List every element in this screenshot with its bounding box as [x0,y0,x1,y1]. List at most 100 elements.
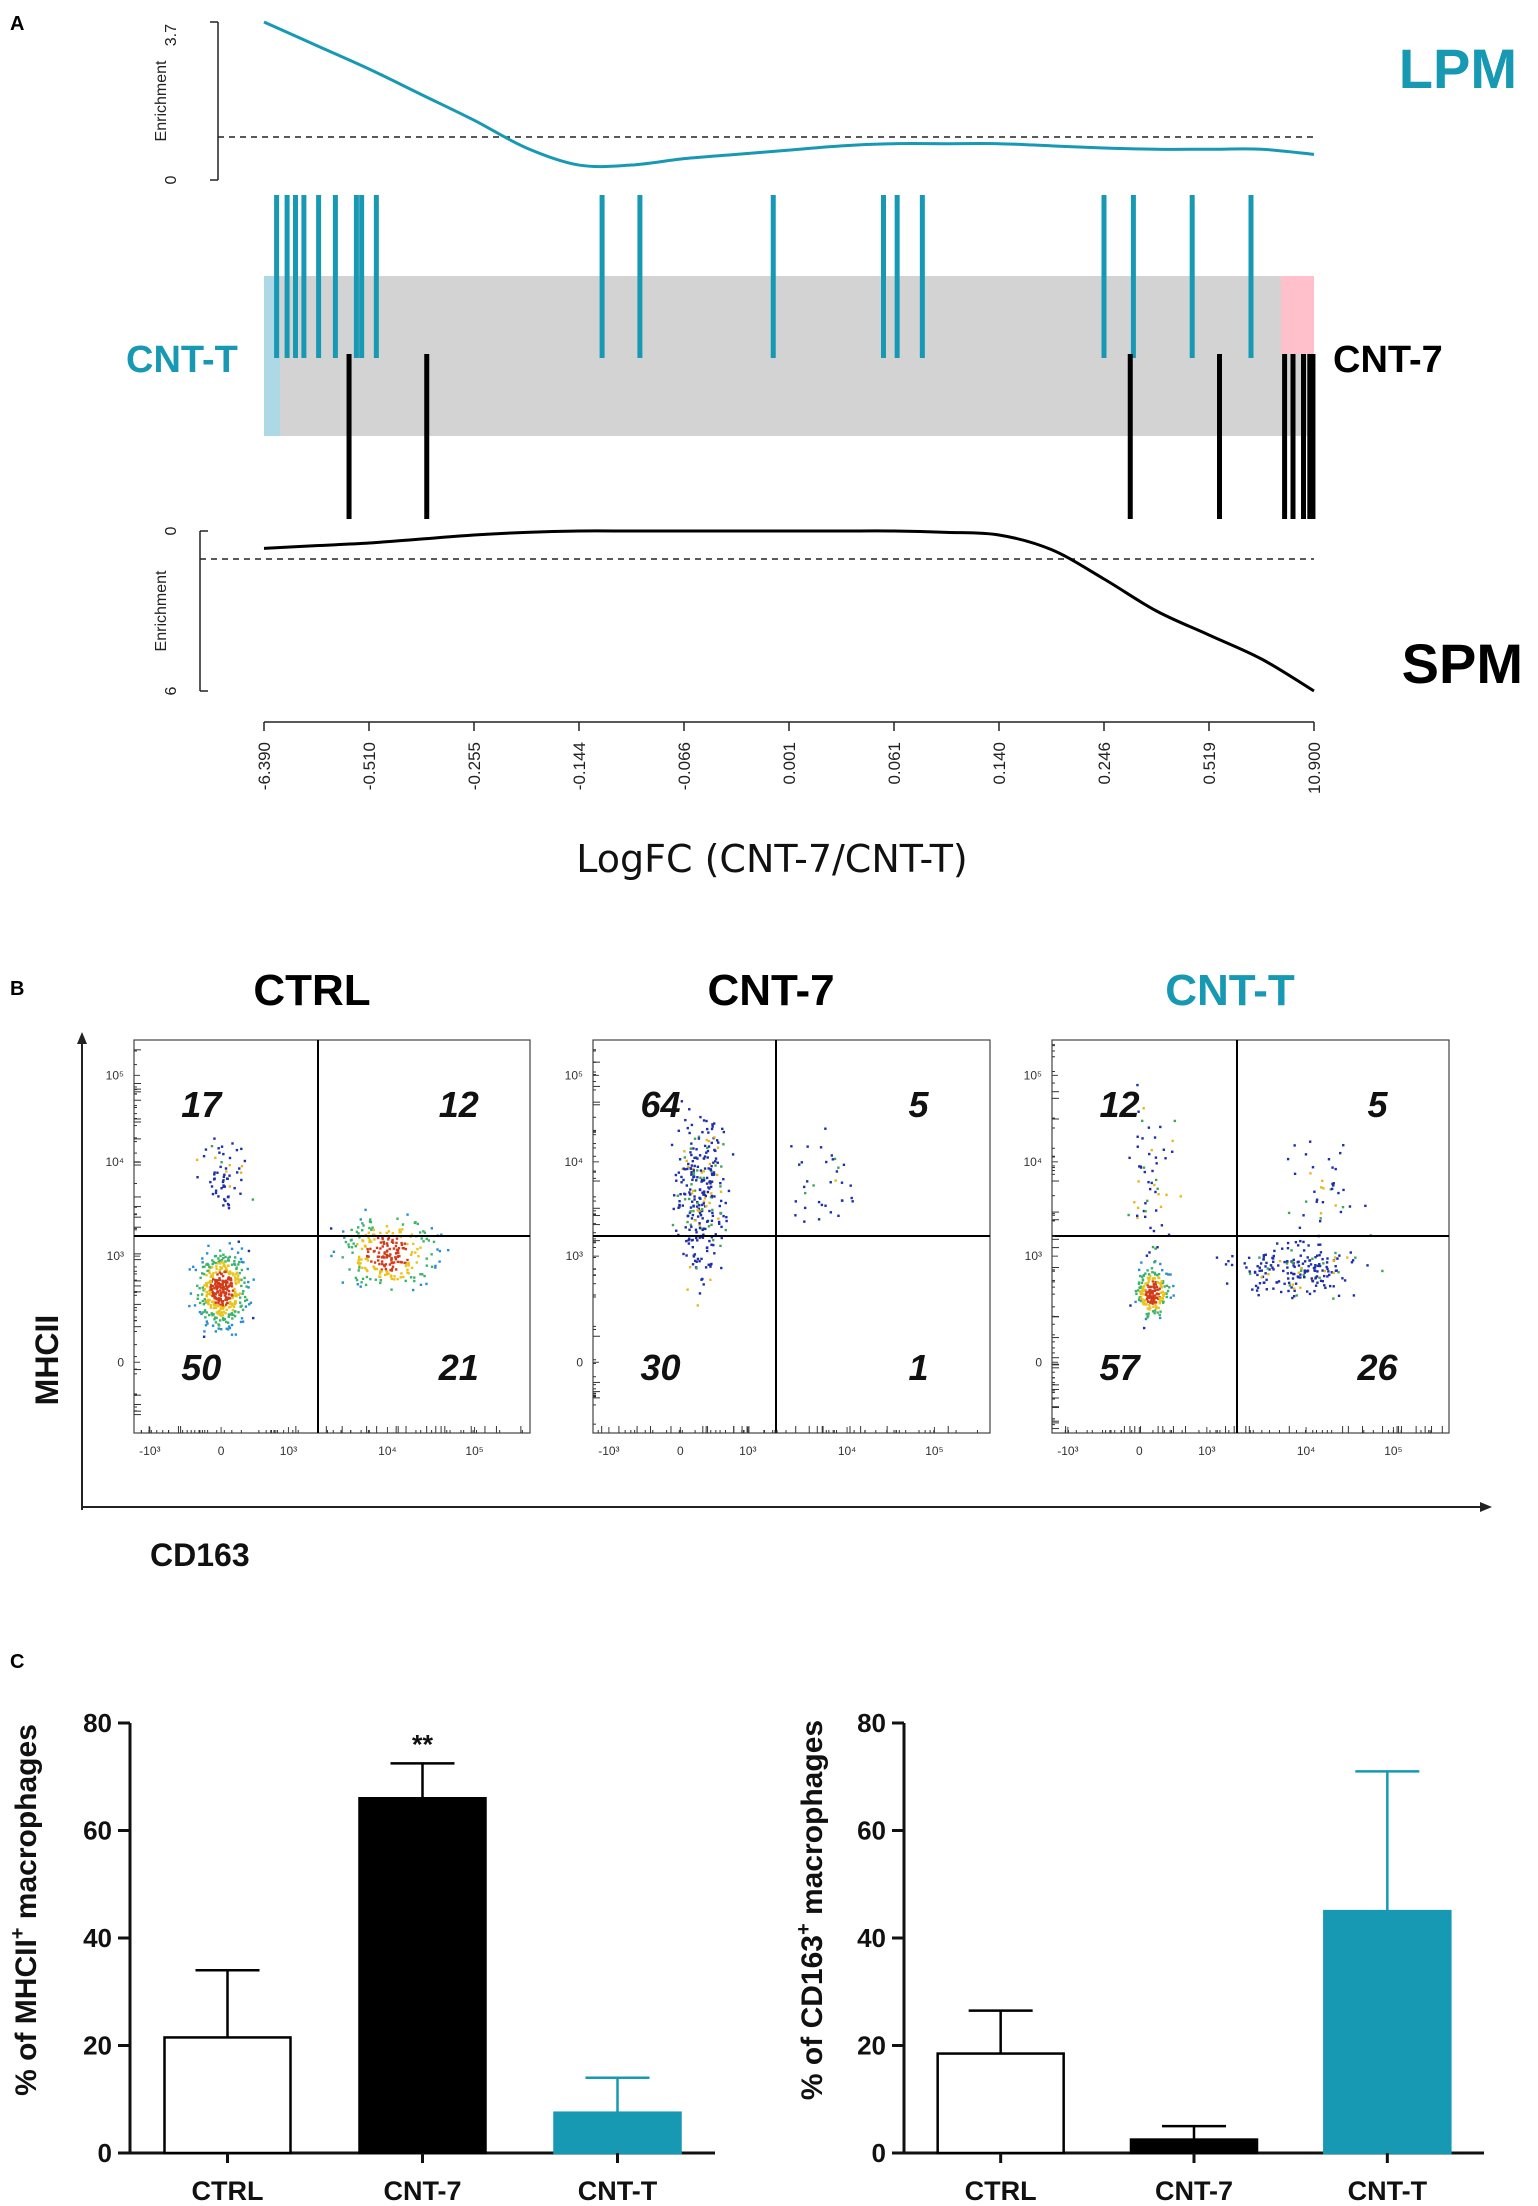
flow-event-dot [225,1308,228,1312]
flow-event-dot [221,1180,225,1184]
flow-event-dot [680,1100,684,1103]
flow-event-dot [351,1251,354,1254]
bar-ytick-label: 0 [98,2138,112,2168]
flow-event-dot [368,1238,371,1242]
flow-event-dot [1337,1271,1340,1274]
flow-event-dot [1299,1254,1302,1257]
flow-event-dot [1301,1262,1305,1265]
flow-xtick-label: 10⁴ [1297,1444,1316,1458]
flow-event-dot [802,1185,806,1189]
flow-event-dot [390,1261,393,1265]
flow-event-dot [200,1272,204,1275]
flow-event-dot [369,1240,373,1243]
flow-event-dot [233,1260,236,1263]
flow-event-dot [1291,1283,1295,1286]
flow-event-dot [231,1142,234,1145]
flow-event-dot [705,1138,709,1142]
flow-event-dot [851,1200,854,1203]
flow-event-dot [690,1217,694,1220]
flow-event-dot [829,1211,833,1214]
flow-event-dot [230,1312,234,1315]
flow-event-dot [398,1228,401,1231]
flow-event-dot [1311,1166,1315,1169]
flow-event-dot [1149,1301,1152,1304]
flow-event-dot [224,1282,228,1285]
flow-event-dot [220,1145,224,1148]
flow-event-dot [209,1266,212,1269]
flow-event-dot [209,1284,213,1287]
flow-event-dot [1142,1303,1145,1306]
flow-event-dot [1257,1293,1260,1297]
flow-event-dot [685,1159,688,1163]
flow-event-dot [1286,1266,1289,1269]
flow-event-dot [708,1187,711,1190]
flow-event-dot [690,1183,693,1186]
flow-event-dot [1327,1270,1330,1273]
flow-event-dot [1154,1260,1157,1263]
flow-event-dot [697,1209,700,1213]
flow-event-dot [688,1108,691,1111]
flow-event-dot [240,1147,243,1151]
flow-event-dot [1279,1290,1283,1294]
flow-event-dot [1313,1190,1316,1193]
flow-event-dot [689,1147,693,1150]
flow-event-dot [1137,1281,1141,1284]
flow-event-dot [1292,1258,1295,1262]
flow-event-dot [226,1270,229,1273]
flow-event-dot [230,1323,234,1327]
flow-event-dot [693,1259,697,1263]
flow-event-dot [241,1292,244,1295]
flow-event-dot [347,1243,350,1246]
flow-event-dot [834,1179,837,1182]
flow-event-dot [694,1228,698,1231]
flow-event-dot [228,1163,231,1167]
flow-event-dot [418,1231,422,1234]
flow-event-dot [243,1295,247,1299]
flow-event-dot [224,1303,228,1306]
flow-event-dot [693,1219,696,1222]
flow-event-dot [378,1262,381,1266]
flow-ytick-label: 0 [576,1355,583,1369]
flow-event-dot [400,1261,403,1264]
flow-event-dot [205,1320,209,1323]
flow-event-dot [235,1267,238,1271]
flow-event-dot [240,1178,243,1182]
flow-event-dot [701,1131,704,1134]
flow-event-dot [188,1304,191,1308]
flow-event-dot [390,1267,394,1271]
flow-event-dot [696,1215,700,1218]
flow-event-dot [1148,1291,1151,1294]
flow-event-dot [1297,1264,1301,1267]
flow-event-dot [1152,1282,1156,1286]
flow-event-dot [247,1286,250,1289]
flow-event-dot [1287,1277,1290,1280]
flow-event-dot [209,1281,212,1284]
flow-event-dot [829,1181,832,1184]
flow-event-dot [1158,1301,1162,1305]
flow-event-dot [410,1251,414,1254]
flow-event-dot [230,1333,234,1336]
flow-event-dot [713,1136,716,1139]
flow-event-dot [1328,1284,1332,1288]
flow-event-dot [1151,1169,1154,1173]
flow-event-dot [434,1264,437,1268]
flow-event-dot [716,1146,720,1149]
flow-event-dot [1143,1288,1146,1292]
flow-event-dot [366,1269,369,1273]
flow-event-dot [404,1279,407,1283]
flow-event-dot [721,1127,724,1131]
flow-event-dot [1299,1269,1303,1272]
flow-event-dot [710,1194,714,1198]
flow-event-dot [715,1139,719,1142]
flow-quadrant-percent: 17 [181,1084,223,1125]
flow-event-dot [686,1167,689,1171]
flow-event-dot [234,1333,238,1336]
flow-event-dot [711,1125,714,1128]
flow-event-dot [237,1260,241,1264]
flow-event-dot [397,1251,400,1255]
flow-event-dot [237,1311,240,1314]
flow-event-dot [1151,1245,1155,1249]
flow-event-dot [1317,1243,1320,1246]
flow-event-dot [397,1247,401,1250]
